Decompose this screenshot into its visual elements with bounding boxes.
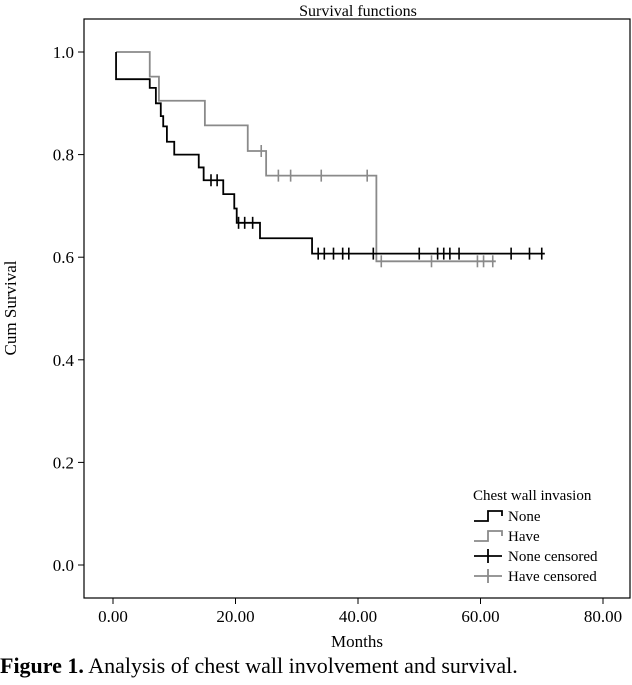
x-tick-label: 20.00: [216, 607, 254, 626]
legend-title: Chest wall invasion: [473, 488, 592, 504]
x-axis-label: Months: [331, 632, 383, 650]
x-tick-label: 0.00: [98, 607, 128, 626]
y-tick-label: 1.0: [53, 43, 74, 62]
plot-frame: [83, 18, 631, 599]
legend-step-symbol: [474, 510, 503, 522]
y-tick-label: 0.2: [53, 453, 74, 472]
legend-entry: None: [474, 509, 541, 525]
survival-chart: Survival functions 0.00 20.00 40.00 60.00 80…: [1, 3, 631, 650]
legend: Chest wall invasion None Have None censore…: [473, 488, 598, 585]
series-have-line: [116, 51, 496, 263]
legend-label: Have censored: [508, 569, 597, 585]
legend-label: Have: [508, 529, 540, 545]
y-tick-label: 0.8: [53, 146, 74, 165]
legend-entry: Have: [474, 529, 540, 545]
figure-caption: Figure 1. Analysis of chest wall involve…: [0, 651, 632, 681]
x-axis: 0.00 20.00 40.00 60.00 80.00: [98, 598, 622, 626]
x-tick-label: 40.00: [339, 607, 377, 626]
y-axis-label: Cum Survival: [1, 260, 20, 355]
figure-caption-text: Analysis of chest wall involvement and s…: [83, 653, 518, 678]
x-tick-label: 80.00: [584, 607, 622, 626]
legend-entry: None censored: [474, 549, 598, 565]
legend-step-symbol: [474, 530, 503, 542]
series-layer: [115, 51, 545, 268]
chart-title: Survival functions: [299, 3, 417, 20]
legend-label: None censored: [508, 549, 598, 565]
x-tick-label: 60.00: [461, 607, 499, 626]
y-axis: 0.0 0.2 0.4 0.6 0.8 1.0: [53, 43, 84, 575]
y-tick-label: 0.6: [53, 248, 74, 267]
legend-entry: Have censored: [474, 569, 597, 585]
y-tick-label: 0.4: [53, 351, 75, 370]
legend-label: None: [508, 509, 541, 525]
y-tick-label: 0.0: [53, 556, 74, 575]
figure-caption-label: Figure 1.: [0, 653, 84, 678]
